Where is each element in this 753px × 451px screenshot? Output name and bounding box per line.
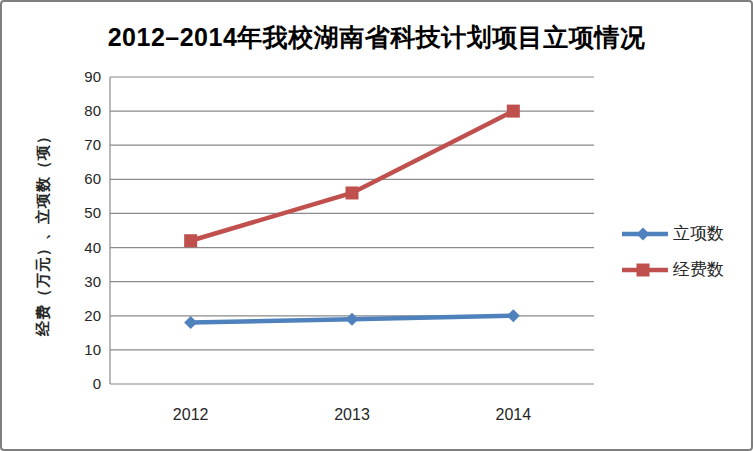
data-point-marker: [346, 313, 359, 326]
legend-label: 经费数: [673, 258, 724, 281]
legend-marker-diamond-icon: [622, 225, 668, 243]
y-tick-label: 10: [84, 341, 101, 358]
legend-label: 立项数: [673, 222, 724, 245]
chart-frame: 2012–2014年我校湖南省科技计划项目立项情况 经费（万元）、立项数（项） …: [0, 0, 753, 451]
y-tick-label: 30: [84, 273, 101, 290]
y-tick-label: 80: [84, 102, 101, 119]
x-tick-label: 2014: [496, 406, 532, 423]
y-tick-label: 70: [84, 136, 101, 153]
y-tick-label: 90: [84, 68, 101, 85]
data-point-marker: [507, 105, 520, 118]
y-tick-label: 40: [84, 239, 101, 256]
legend: 立项数经费数: [622, 220, 724, 283]
x-tick-label: 2013: [334, 406, 370, 423]
legend-item: 经费数: [622, 256, 724, 283]
data-point-marker: [346, 186, 359, 199]
y-tick-label: 20: [84, 307, 101, 324]
legend-item: 立项数: [622, 220, 724, 247]
data-point-marker: [184, 234, 197, 247]
y-tick-label: 0: [93, 375, 101, 392]
y-tick-label: 60: [84, 170, 101, 187]
data-point-marker: [184, 316, 197, 329]
series-line: [191, 111, 514, 241]
legend-marker-square-icon: [622, 261, 668, 279]
x-tick-label: 2012: [173, 406, 209, 423]
y-tick-label: 50: [84, 204, 101, 221]
data-point-marker: [507, 309, 520, 322]
